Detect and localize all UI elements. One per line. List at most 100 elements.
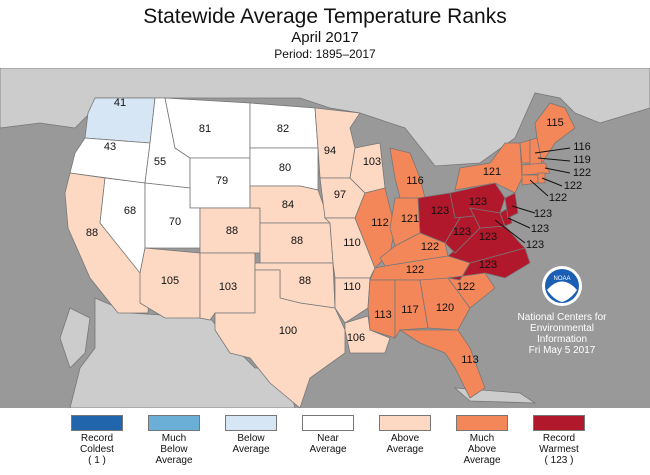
label-az: 105: [161, 275, 179, 287]
label-tn: 122: [406, 264, 424, 276]
noaa-logo-text: NOAA: [553, 276, 570, 282]
label-sd: 80: [279, 162, 291, 174]
legend-below: Below Average: [211, 415, 291, 455]
legend-much-below: Much Below Average: [134, 415, 214, 466]
legend-swatch-much-below: [148, 415, 200, 431]
states-group: [64, 97, 576, 408]
label-wv: 123: [453, 226, 471, 238]
label-vt: 116: [573, 141, 591, 153]
legend-label-record-warmest-1: Record: [542, 433, 576, 444]
legend-record-coldest: Record Coldest ( 1 ): [57, 415, 137, 466]
label-ms: 113: [374, 309, 392, 321]
state-labels: 41 43 88 68 55 81 79 70 88 105 103 82 80…: [86, 97, 591, 366]
leader-line-ma: [544, 167, 571, 174]
label-ga: 120: [436, 302, 454, 314]
label-ne: 84: [282, 199, 294, 211]
legend-much-above: Much Above Average: [442, 415, 522, 466]
legend-swatch-much-above: [456, 415, 508, 431]
label-mt: 81: [199, 123, 211, 135]
label-sc: 122: [457, 281, 475, 293]
state-tx: [214, 269, 346, 408]
ncei-line1: National Centers for: [518, 312, 608, 323]
legend-label-much-below-3: Average: [155, 455, 193, 466]
us-map: 41 43 88 68 55 81 79 70 88 105 103 82 80…: [0, 68, 650, 408]
map-period: Period: 1895–2017: [274, 47, 376, 61]
baja-landmass: [59, 307, 91, 369]
label-la: 106: [347, 332, 365, 344]
state-ms: [367, 279, 396, 339]
legend-label-much-above-3: Average: [463, 455, 501, 466]
legend-label-much-below-1: Much: [161, 433, 187, 444]
label-me: 115: [546, 117, 564, 129]
map-header: Statewide Average Temperature Ranks Apri…: [0, 0, 650, 68]
legend-swatch-below: [225, 415, 277, 431]
label-il: 112: [371, 217, 389, 229]
label-fl: 113: [461, 354, 479, 366]
label-ri: 122: [564, 180, 582, 192]
label-ar: 110: [343, 281, 361, 293]
leader-line-md: [494, 219, 526, 244]
label-de: 123: [531, 223, 549, 235]
label-ct: 122: [549, 192, 567, 204]
leader-line-nh: [537, 157, 571, 162]
ncei-line3: Information: [537, 334, 587, 345]
legend-near: Near Average: [288, 415, 368, 455]
legend-label-record-warmest-3: ( 123 ): [544, 455, 574, 466]
label-nv: 68: [124, 205, 136, 217]
map-subtitle: April 2017: [291, 29, 359, 46]
legend-label-record-coldest-1: Record: [80, 433, 114, 444]
legend-swatch-record-warmest: [533, 415, 585, 431]
label-ny: 121: [483, 166, 501, 178]
label-ut: 70: [169, 216, 181, 228]
label-ks: 88: [291, 235, 303, 247]
label-wy: 79: [216, 175, 228, 187]
label-pa: 123: [469, 196, 487, 208]
leader-line-vt: [534, 147, 571, 154]
state-la: [344, 315, 391, 354]
legend-above: Above Average: [365, 415, 445, 455]
label-ca: 88: [86, 227, 98, 239]
map-title: Statewide Average Temperature Ranks: [143, 5, 507, 28]
ncei-line2: Environmental: [530, 323, 594, 334]
label-tx: 100: [279, 325, 297, 337]
legend-label-record-coldest-2: Coldest: [80, 444, 114, 455]
state-ri: [537, 172, 546, 184]
label-nd: 82: [277, 123, 289, 135]
legend-label-near-1: Near: [317, 433, 339, 444]
legend-record-warmest: Record Warmest ( 123 ): [519, 415, 599, 466]
canada-landmass: [0, 68, 650, 167]
label-ky: 122: [421, 241, 439, 253]
leader-line-de: [507, 217, 531, 229]
state-ar: [334, 277, 371, 324]
legend-swatch-near: [302, 415, 354, 431]
leader-line-nj: [511, 205, 536, 214]
legend-label-much-above-2: Above: [467, 444, 497, 455]
label-or: 43: [104, 141, 116, 153]
label-ia: 97: [334, 189, 346, 201]
label-nh: 119: [573, 154, 591, 166]
state-me: [534, 102, 576, 165]
label-id: 55: [154, 156, 166, 168]
label-wi: 103: [363, 156, 381, 168]
legend-label-below-1: Below: [237, 433, 265, 444]
state-nj: [504, 192, 519, 219]
label-nm: 103: [219, 281, 237, 293]
leader-lines: [494, 147, 571, 244]
label-md: 123: [526, 239, 544, 251]
legend-label-below-2: Average: [232, 444, 270, 455]
legend: Record Coldest ( 1 ) Much Below Average …: [0, 415, 650, 475]
label-nc: 123: [479, 259, 497, 271]
us-map-svg: 41 43 88 68 55 81 79 70 88 105 103 82 80…: [0, 68, 650, 408]
noaa-logo: NOAA: [542, 266, 582, 306]
legend-label-above-2: Average: [386, 444, 424, 455]
label-oh: 123: [431, 205, 449, 217]
label-in: 121: [401, 213, 419, 225]
label-co: 88: [226, 225, 238, 237]
legend-label-much-above-1: Much: [469, 433, 495, 444]
legend-swatch-above: [379, 415, 431, 431]
label-wa: 41: [114, 97, 126, 109]
state-vt: [519, 139, 531, 164]
label-mn: 94: [324, 145, 336, 157]
legend-label-near-2: Average: [309, 444, 347, 455]
leader-line-ct: [529, 179, 549, 197]
